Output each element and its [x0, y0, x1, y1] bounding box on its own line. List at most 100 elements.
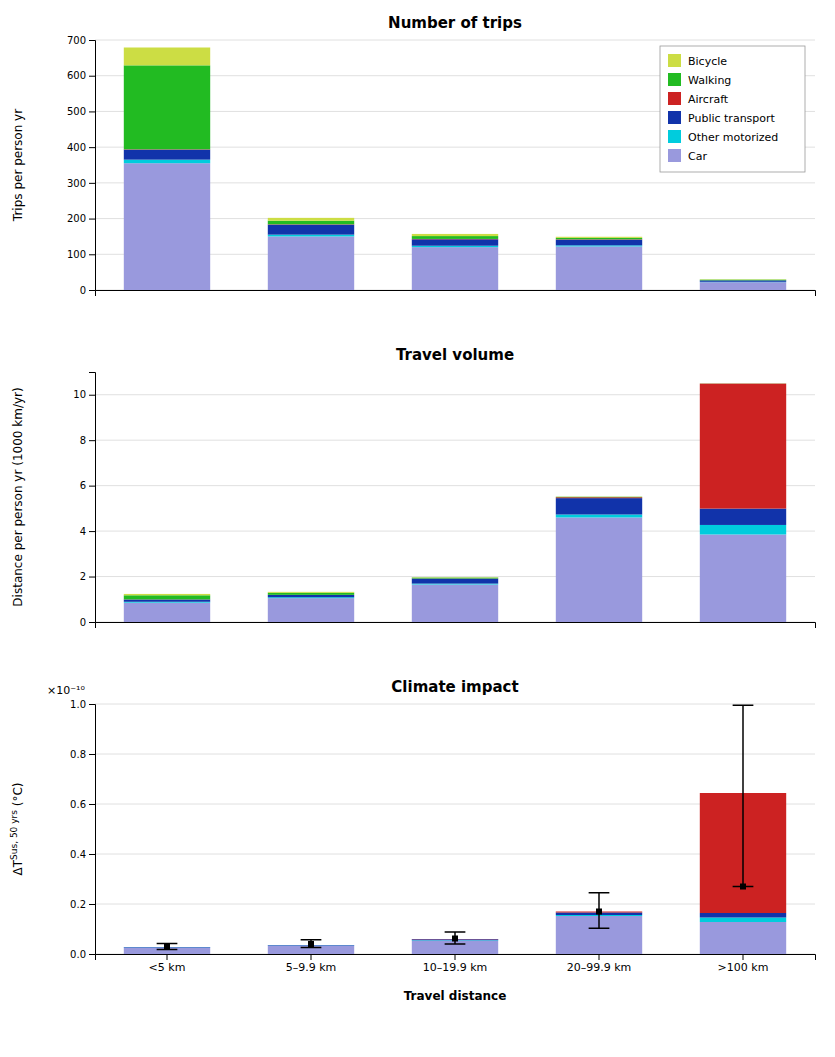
y-tick: 0.8	[70, 749, 95, 760]
grid-line	[95, 754, 815, 755]
legend-label: Car	[688, 150, 707, 163]
bar	[268, 236, 354, 290]
title: Climate impact	[391, 678, 518, 696]
tick-label: 10–19.9 km	[423, 961, 488, 974]
bar	[700, 535, 786, 623]
error-bar	[742, 705, 744, 886]
axis-line	[96, 291, 816, 297]
y-tick: 0.0	[70, 949, 95, 960]
tick-label: 5–9.9 km	[286, 961, 337, 974]
bar	[268, 598, 354, 622]
y-tick: 4	[80, 526, 95, 537]
tick-label: 600	[67, 70, 86, 81]
bar	[412, 579, 498, 584]
bar	[700, 383, 786, 384]
bar	[412, 577, 498, 579]
plot-area	[124, 705, 786, 954]
bar	[556, 246, 642, 290]
legend-label: Walking	[688, 74, 731, 87]
y-tick: 500	[67, 106, 95, 117]
y-tick: 200	[67, 213, 95, 224]
tick-label: 8	[80, 435, 86, 446]
bar-series	[124, 163, 786, 290]
y-tick: 400	[67, 142, 95, 153]
axis-line	[89, 41, 96, 291]
tick-mark	[89, 804, 95, 805]
bar	[700, 279, 786, 281]
annotation: ×10⁻¹⁰	[47, 684, 85, 697]
tick-mark	[89, 111, 95, 112]
bar	[700, 509, 786, 525]
tick-mark	[311, 954, 312, 960]
y-tick: 0	[80, 285, 95, 296]
y-tick: 100	[67, 249, 95, 260]
error-marker	[596, 909, 602, 915]
tick-label: 4	[80, 526, 86, 537]
panel: 0246810Travel volumeDistance per person …	[11, 346, 816, 628]
axis-line	[96, 955, 816, 961]
y-tick: 8	[80, 435, 95, 446]
legend-swatch	[668, 111, 681, 124]
y-axis-title-part: (°C)	[11, 783, 25, 811]
tick-label: 700	[67, 35, 86, 46]
y-axis-title: ΔTSus, 50 yrs (°C)	[9, 783, 25, 876]
error-marker	[164, 944, 170, 950]
legend-entry: Other motorized	[668, 130, 778, 144]
grid-line	[95, 40, 815, 41]
bar	[556, 498, 642, 514]
bar	[700, 913, 786, 918]
tick-label: 0.4	[70, 849, 86, 860]
bar-series	[124, 515, 786, 603]
axis-line	[89, 705, 96, 955]
panel: 0100200300400500600700Number of tripsTri…	[11, 14, 816, 296]
legend-entry: Public transport	[668, 111, 776, 125]
legend-entry: Bicycle	[668, 54, 727, 68]
bar	[556, 237, 642, 238]
bar	[124, 163, 210, 290]
tick-label: <5 km	[149, 961, 186, 974]
tick-mark	[89, 147, 95, 148]
bar	[124, 594, 210, 595]
bar-series	[124, 384, 786, 600]
tick-mark	[89, 219, 95, 220]
y-tick: 0.2	[70, 899, 95, 910]
y-axis: 0.0 0.2 0.4 0.6 0.8 1.0	[70, 699, 95, 960]
tick-label: 0.8	[70, 749, 86, 760]
bar	[700, 281, 786, 282]
y-axis-title-sup: Sus, 50 yrs	[9, 810, 19, 860]
error-cap	[589, 928, 610, 930]
bar	[268, 591, 354, 593]
bar	[412, 578, 498, 579]
tick-label: 1.0	[70, 699, 86, 710]
axis-line	[89, 373, 96, 623]
bar	[412, 577, 498, 578]
x-tick: 10–19.9 km	[423, 954, 488, 974]
y-axis-title: Trips per person yr	[11, 109, 25, 222]
bar	[124, 160, 210, 164]
legend-swatch	[668, 54, 681, 67]
y-tick: 6	[80, 480, 95, 491]
y-tick: 0.4	[70, 849, 95, 860]
tick-label: 500	[67, 106, 86, 117]
axis-line	[96, 623, 816, 629]
tick-label: 100	[67, 249, 86, 260]
bar	[412, 247, 498, 290]
bar	[124, 595, 210, 599]
bar	[700, 383, 786, 384]
error-cap	[733, 705, 754, 707]
bar-series	[124, 149, 642, 239]
y-tick: 300	[67, 178, 95, 189]
bar-series	[124, 498, 786, 602]
tick-label: 0.6	[70, 799, 86, 810]
error-cap	[445, 931, 466, 933]
legend-entry: Car	[668, 149, 707, 163]
legend-label: Bicycle	[688, 55, 727, 68]
tick-label: 10	[73, 389, 86, 400]
x-axis	[96, 623, 816, 629]
tick-mark	[89, 531, 95, 532]
tick-mark	[89, 76, 95, 77]
tick-mark	[89, 290, 95, 291]
tick-label: 400	[67, 142, 86, 153]
bar	[124, 65, 210, 149]
tick-mark	[89, 954, 95, 955]
